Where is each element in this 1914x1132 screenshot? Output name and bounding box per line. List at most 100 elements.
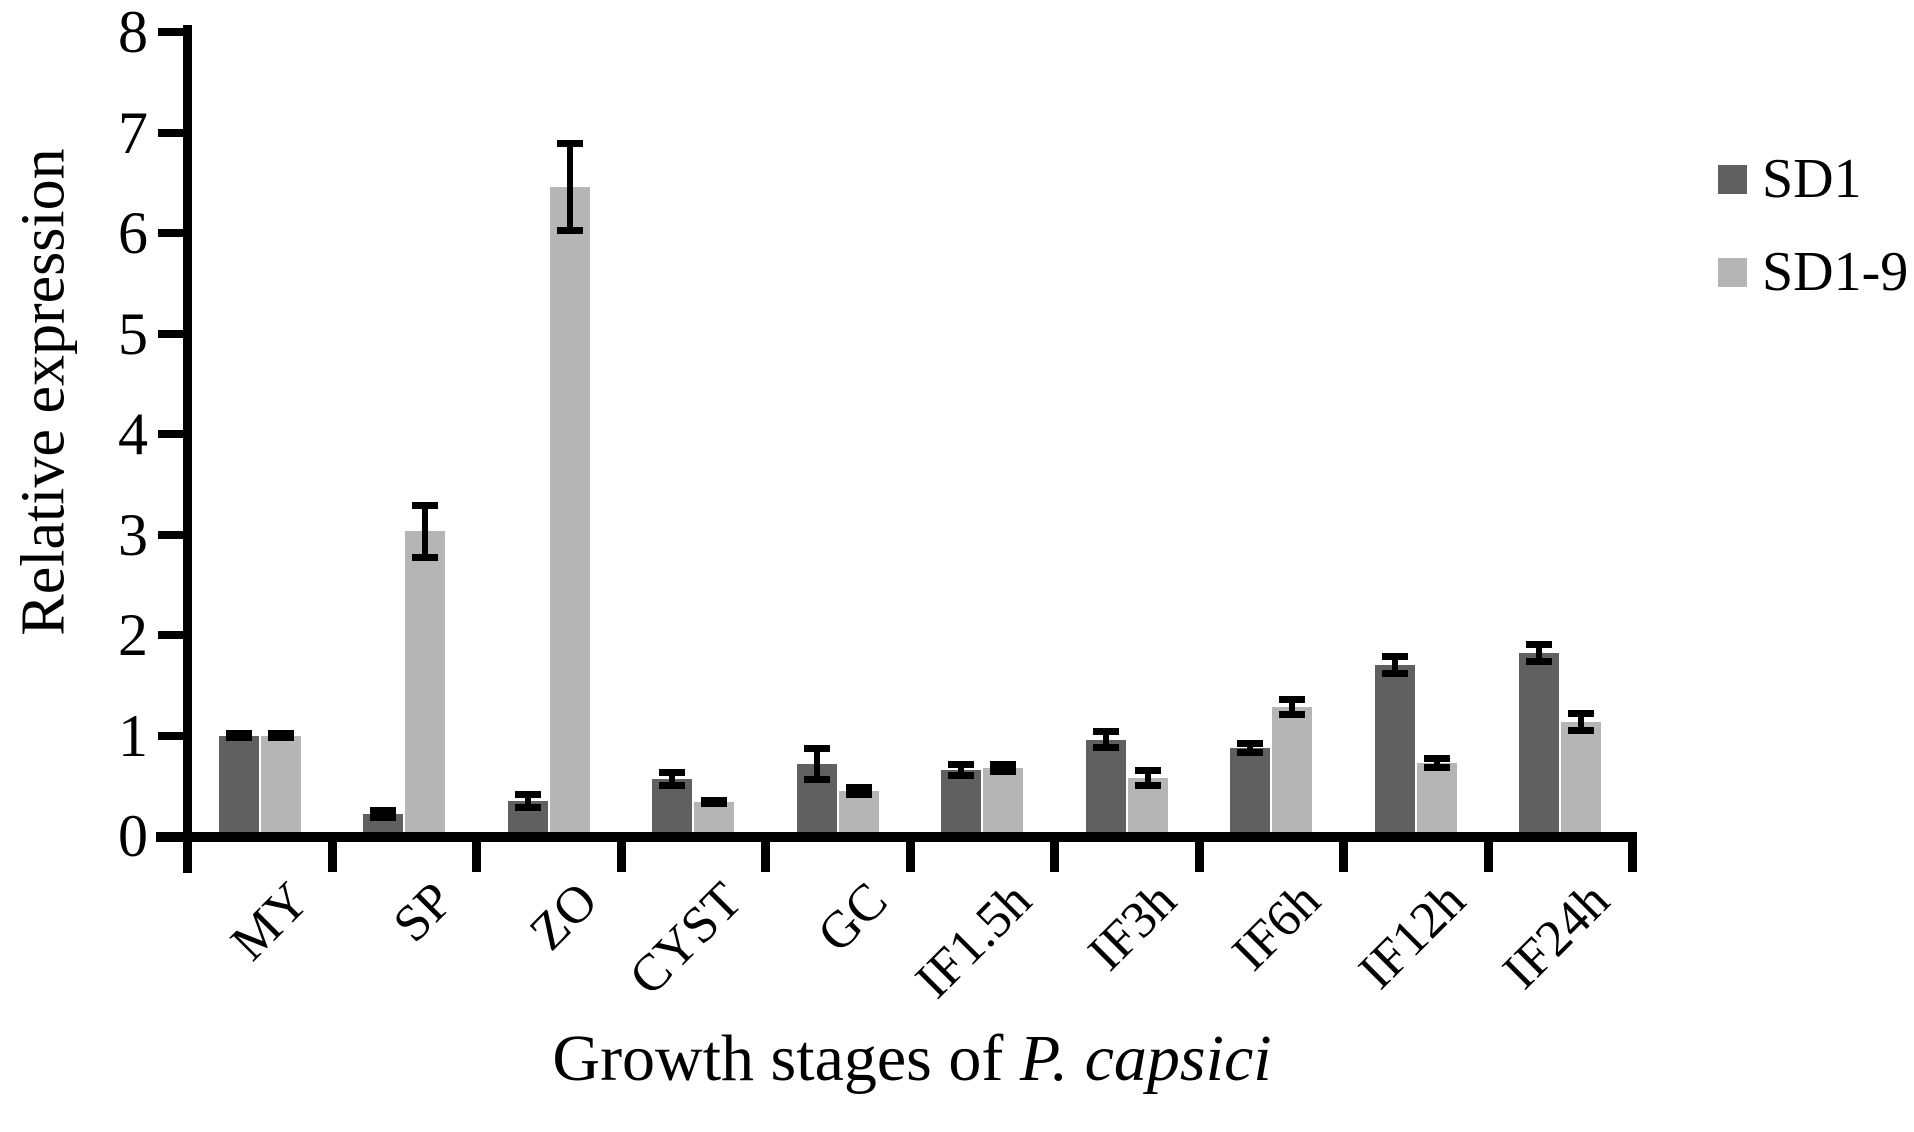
bar-sd1-my: [218, 735, 259, 842]
x-tick: [1194, 832, 1204, 872]
bar-sd1-9-sp: [405, 531, 446, 842]
y-tick-label: 1: [118, 702, 148, 769]
bar-sd1-if12h: [1374, 665, 1415, 842]
error-bar-cap-top: [370, 806, 397, 814]
bar-sd1-9-zo: [549, 186, 590, 842]
error-bar-cap-bottom: [370, 813, 397, 821]
error-bar-stem: [524, 793, 531, 808]
error-bar-stem: [1289, 699, 1296, 716]
error-bar-stem: [1433, 757, 1440, 768]
x-tick: [1628, 832, 1637, 872]
error-bar-stem: [813, 747, 820, 780]
error-bar-cap-top: [1237, 739, 1264, 747]
error-bar-cap-top: [803, 744, 830, 752]
legend-label-sd1-9: SD1-9: [1762, 241, 1909, 303]
error-bar-stem: [669, 771, 676, 786]
error-bar-cap-top: [1423, 754, 1450, 762]
error-bar-stem: [1102, 731, 1109, 748]
error-bar-stem: [1391, 656, 1398, 675]
x-category-label-cyst: CYST: [619, 871, 754, 1007]
error-bar-cap-top: [556, 139, 583, 147]
error-bar-cap-top: [990, 760, 1017, 768]
x-tick: [616, 832, 626, 872]
error-bar-cap-top: [1381, 653, 1408, 661]
error-bar-cap-top: [1279, 696, 1306, 704]
bar-sd1-if1.5h: [941, 769, 982, 842]
y-tick-label: 2: [118, 602, 148, 668]
y-tick: [158, 631, 183, 639]
bar-sd1-9-if6h: [1272, 707, 1313, 842]
error-bar-cap-bottom: [803, 775, 830, 783]
legend: SD1 SD1-9: [1718, 150, 1908, 301]
legend-label-sd1: SD1: [1762, 148, 1862, 210]
x-axis-title-text: Growth stages of: [552, 1022, 1020, 1095]
bar-sd1-cyst: [652, 778, 693, 842]
legend-item-sd1-9: SD1-9: [1718, 243, 1908, 301]
error-bar-cap-bottom: [556, 226, 583, 234]
error-bar-cap-top: [412, 502, 439, 510]
y-tick: [158, 229, 183, 237]
error-bar-cap-top: [514, 790, 541, 798]
x-category-label-if24h: IF24h: [1492, 871, 1621, 1001]
error-bar-cap-bottom: [1237, 748, 1264, 756]
x-axis-title-species: P. capsici: [1019, 1022, 1272, 1095]
error-bar-cap-bottom: [1568, 727, 1595, 735]
error-bar-cap-bottom: [514, 803, 541, 811]
error-bar-stem: [566, 142, 573, 231]
error-bar-cap-top: [1568, 710, 1595, 718]
error-bar-stem: [958, 763, 965, 776]
y-tick: [158, 329, 183, 338]
error-bar-cap-bottom: [948, 771, 975, 779]
y-tick: [158, 430, 183, 438]
bar-sd1-9-my: [260, 735, 301, 842]
error-bar-cap-bottom: [1381, 670, 1408, 678]
x-tick: [472, 832, 481, 872]
y-tick: [158, 731, 183, 740]
x-category-label-gc: GC: [806, 871, 898, 964]
x-axis-line: [156, 832, 1637, 842]
error-bar-cap-bottom: [845, 790, 872, 798]
error-bar-stem: [422, 505, 429, 558]
y-tick-label: 4: [118, 401, 148, 467]
legend-swatch-sd1-icon: [1718, 164, 1747, 194]
error-bar-cap-bottom: [412, 553, 439, 561]
bar-sd1-9-if1.5h: [983, 767, 1024, 842]
y-tick-label: 5: [118, 300, 148, 367]
error-bar-stem: [1536, 644, 1543, 663]
x-category-label-zo: ZO: [519, 871, 609, 962]
error-bar-cap-top: [659, 768, 686, 776]
error-bar-stem: [1578, 713, 1585, 732]
error-bar-stem: [1000, 763, 1007, 772]
error-bar-cap-top: [948, 760, 975, 768]
y-tick: [158, 28, 183, 36]
y-tick-label: 3: [118, 501, 148, 568]
error-bar-cap-bottom: [1092, 743, 1119, 751]
x-tick: [905, 832, 915, 872]
x-axis-title: Growth stages of P. capsici: [188, 1014, 1636, 1104]
legend-swatch-sd1-9-icon: [1718, 257, 1747, 287]
error-bar-cap-top: [1092, 728, 1119, 736]
legend-item-sd1: SD1: [1718, 150, 1908, 208]
x-category-label-if3h: IF3h: [1077, 871, 1187, 982]
error-bar-stem: [855, 786, 862, 795]
error-bar-stem: [1247, 742, 1254, 753]
error-bar-cap-bottom: [1279, 711, 1306, 719]
error-bar-cap-bottom: [267, 733, 294, 741]
bar-sd1-if24h: [1519, 653, 1560, 842]
x-category-label-sp: SP: [383, 871, 465, 954]
y-tick-label: 8: [118, 0, 148, 65]
y-axis-line: [183, 25, 192, 873]
error-bar-cap-bottom: [1526, 658, 1553, 666]
error-bar-cap-bottom: [1423, 763, 1450, 771]
error-bar-cap-top: [1134, 766, 1161, 774]
error-bar-cap-top: [1526, 641, 1553, 649]
y-tick: [158, 128, 183, 137]
y-tick: [158, 530, 183, 539]
bar-sd1-9-if12h: [1416, 762, 1457, 842]
error-bar-cap-top: [845, 783, 872, 791]
y-tick-label: 7: [118, 99, 148, 166]
y-tick-label: 6: [118, 200, 148, 266]
x-category-label-if6h: IF6h: [1221, 871, 1332, 982]
x-category-label-my: MY: [220, 871, 320, 972]
